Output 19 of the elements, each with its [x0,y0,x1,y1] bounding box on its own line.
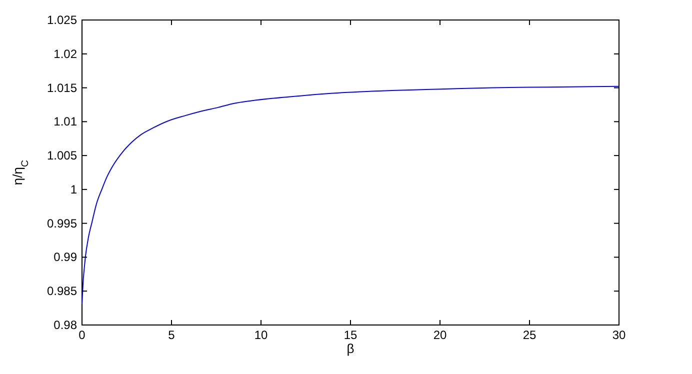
x-tick-label: 5 [168,328,176,342]
x-tick-label: 10 [254,328,268,342]
y-tick-label: 1.015 [46,80,78,95]
y-tick-label: 1.02 [54,46,78,61]
x-tick-label: 0 [78,328,86,342]
y-tick-label: 1.025 [46,13,78,27]
x-tick-label: 30 [612,328,626,342]
y-tick-label: 0.99 [54,250,78,264]
y-tick-label: 1.01 [54,114,78,129]
line-series [82,86,620,304]
y-tick-label: 0.98 [54,318,78,332]
x-tick-label: 15 [344,328,358,342]
y-tick-label: 1 [70,182,78,196]
y-tick-label: 0.985 [46,284,78,298]
x-tick-label: 25 [522,328,536,342]
y-tick-label: 1.005 [46,148,78,163]
x-tick-label: 20 [433,328,447,342]
x-axis-title: β [346,341,354,356]
y-tick-label: 0.995 [46,216,78,230]
